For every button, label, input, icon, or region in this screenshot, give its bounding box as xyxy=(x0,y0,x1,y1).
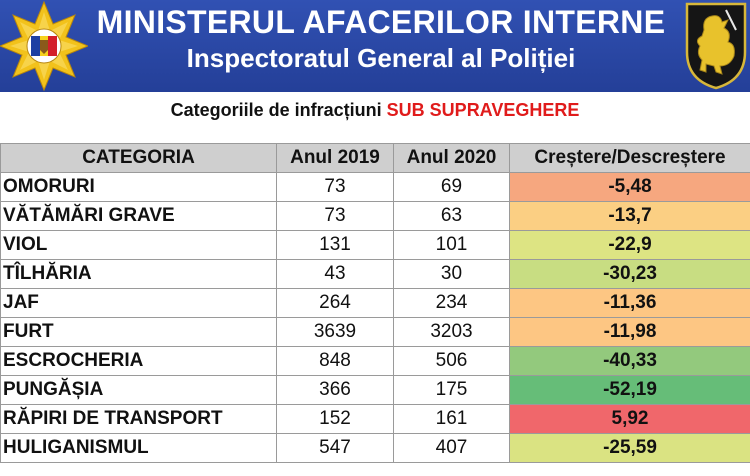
table-row: PUNGĂȘIA 366 175 -52,19 xyxy=(0,375,750,405)
column-header-change: Creștere/Descreștere xyxy=(509,143,750,173)
category-cell: VĂTĂMĂRI GRAVE xyxy=(0,201,277,231)
year-2020-cell: 63 xyxy=(393,201,510,231)
category-cell: RĂPIRI DE TRANSPORT xyxy=(0,404,277,434)
year-2019-cell: 366 xyxy=(276,375,394,405)
year-2019-cell: 131 xyxy=(276,230,394,260)
column-header-year-2019: Anul 2019 xyxy=(276,143,394,173)
change-cell: -11,98 xyxy=(509,317,750,347)
year-2020-cell: 175 xyxy=(393,375,510,405)
year-2019-cell: 264 xyxy=(276,288,394,318)
ministry-title: MINISTERUL AFACERILOR INTERNE xyxy=(96,4,666,40)
table-row: HULIGANISMUL 547 407 -25,59 xyxy=(0,433,750,463)
year-2019-cell: 848 xyxy=(276,346,394,376)
table-row: VIOL 131 101 -22,9 xyxy=(0,230,750,260)
change-cell: -5,48 xyxy=(509,172,750,202)
lion-coat-of-arms-icon xyxy=(685,2,747,90)
police-star-emblem-icon xyxy=(0,0,88,92)
category-cell: ESCROCHERIA xyxy=(0,346,277,376)
year-2019-cell: 73 xyxy=(276,172,394,202)
year-2019-cell: 73 xyxy=(276,201,394,231)
table-body: OMORURI 73 69 -5,48 VĂTĂMĂRI GRAVE 73 63 -13,7 V… xyxy=(0,172,750,463)
inspectorate-subtitle: Inspectoratul General al Poliției xyxy=(186,43,576,73)
change-cell: -52,19 xyxy=(509,375,750,405)
category-cell: TÎLHĂRIA xyxy=(0,259,277,289)
year-2020-cell: 506 xyxy=(393,346,510,376)
header-banner: MINISTERUL AFACERILOR INTERNE Inspectora… xyxy=(0,0,750,92)
year-2019-cell: 43 xyxy=(276,259,394,289)
year-2020-cell: 101 xyxy=(393,230,510,260)
year-2019-cell: 3639 xyxy=(276,317,394,347)
table-caption: Categoriile de infracțiuni SUB SUPRAVEGH… xyxy=(0,100,750,121)
year-2020-cell: 234 xyxy=(393,288,510,318)
category-cell: PUNGĂȘIA xyxy=(0,375,277,405)
category-cell: JAF xyxy=(0,288,277,318)
table-row: VĂTĂMĂRI GRAVE 73 63 -13,7 xyxy=(0,201,750,231)
category-cell: VIOL xyxy=(0,230,277,260)
table-row: TÎLHĂRIA 43 30 -30,23 xyxy=(0,259,750,289)
year-2020-cell: 3203 xyxy=(393,317,510,347)
year-2020-cell: 407 xyxy=(393,433,510,463)
category-cell: OMORURI xyxy=(0,172,277,202)
column-header-year-2020: Anul 2020 xyxy=(393,143,510,173)
change-cell: 5,92 xyxy=(509,404,750,434)
year-2020-cell: 161 xyxy=(393,404,510,434)
caption-prefix: Categoriile de infracțiuni xyxy=(170,100,387,120)
column-header-category: CATEGORIA xyxy=(0,143,277,173)
change-cell: -40,33 xyxy=(509,346,750,376)
table-row: ESCROCHERIA 848 506 -40,33 xyxy=(0,346,750,376)
table-row: OMORURI 73 69 -5,48 xyxy=(0,172,750,202)
year-2020-cell: 30 xyxy=(393,259,510,289)
change-cell: -25,59 xyxy=(509,433,750,463)
table-header-row: CATEGORIA Anul 2019 Anul 2020 Creștere/D… xyxy=(0,143,750,173)
table-row: FURT 3639 3203 -11,98 xyxy=(0,317,750,347)
year-2020-cell: 69 xyxy=(393,172,510,202)
change-cell: -30,23 xyxy=(509,259,750,289)
table-row: RĂPIRI DE TRANSPORT 152 161 5,92 xyxy=(0,404,750,434)
change-cell: -22,9 xyxy=(509,230,750,260)
table-row: JAF 264 234 -11,36 xyxy=(0,288,750,318)
caption-highlight: SUB SUPRAVEGHERE xyxy=(386,100,580,120)
crime-statistics-table: CATEGORIA Anul 2019 Anul 2020 Creștere/D… xyxy=(0,143,750,463)
year-2019-cell: 547 xyxy=(276,433,394,463)
change-cell: -13,7 xyxy=(509,201,750,231)
category-cell: HULIGANISMUL xyxy=(0,433,277,463)
change-cell: -11,36 xyxy=(509,288,750,318)
year-2019-cell: 152 xyxy=(276,404,394,434)
category-cell: FURT xyxy=(0,317,277,347)
